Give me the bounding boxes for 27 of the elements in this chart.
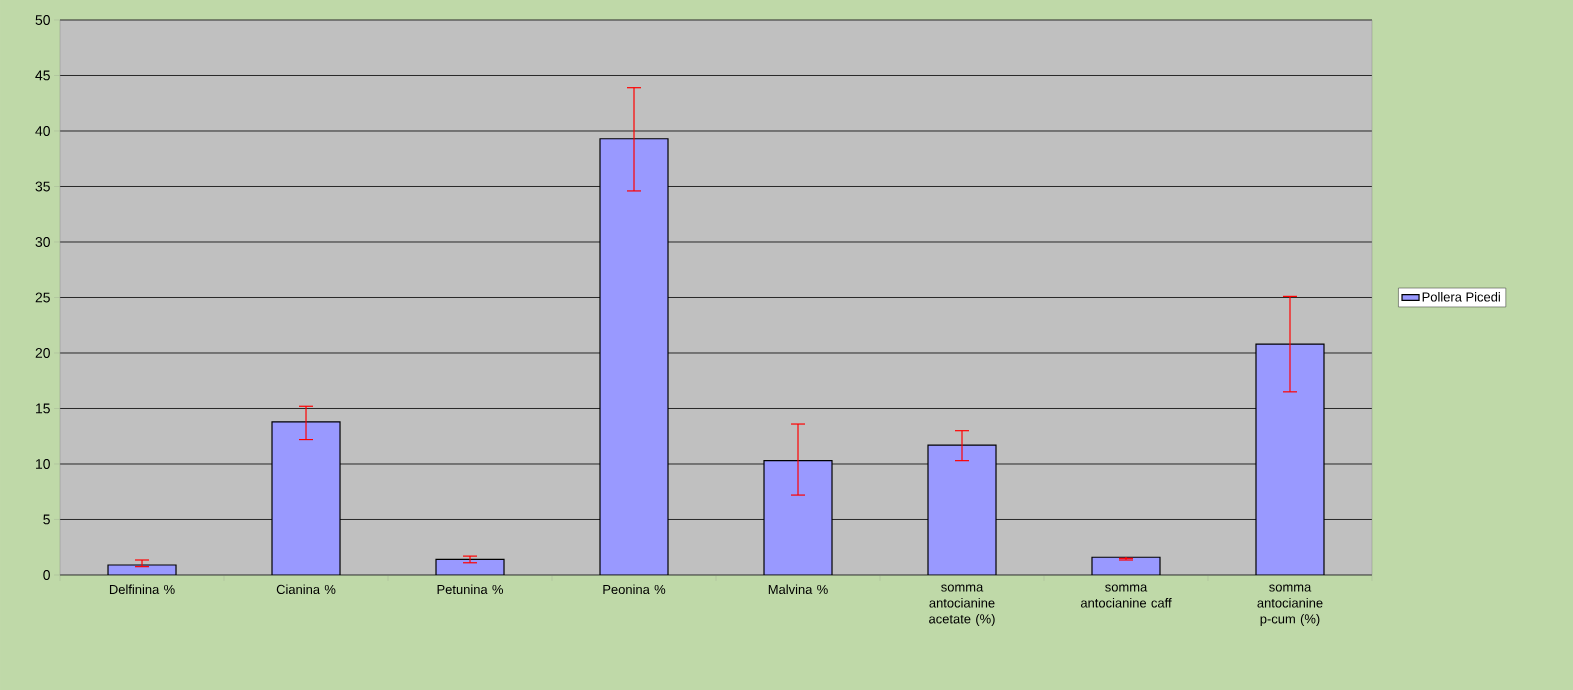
y-tick-label: 0 [43, 570, 50, 580]
x-tick-label: somma antocianine acetate (%) [929, 584, 995, 627]
bar [763, 460, 833, 575]
y-tick-label: 30 [35, 237, 50, 247]
x-tick-label: Delfinina % [109, 584, 175, 595]
x-tick-label: Peonina % [603, 584, 666, 595]
x-tick-label: Cianina % [276, 584, 336, 595]
bar [599, 138, 669, 575]
y-tick-label: 5 [43, 514, 50, 525]
x-tick-label: somma antocianine caff [1080, 584, 1172, 608]
y-tick-label: 25 [35, 292, 50, 303]
y-tick-label: 15 [36, 403, 50, 414]
y-tick-label: 40 [35, 126, 50, 136]
y-tick-label: 35 [35, 181, 50, 192]
x-tick-label: somma antocianine p-cum (%) [1257, 584, 1323, 627]
bar [271, 421, 341, 575]
y-tick-label: 20 [35, 348, 50, 358]
legend-label: Pollera Picedi [1422, 292, 1500, 302]
bar [435, 558, 505, 575]
x-tick-label: Petunina % [437, 584, 504, 595]
bar [927, 444, 997, 575]
x-tick-label: Malvina % [768, 584, 828, 595]
y-tick-label: 50 [35, 15, 50, 25]
bar [1091, 556, 1161, 575]
y-tick-label: 10 [36, 459, 50, 469]
bar [1255, 343, 1325, 575]
y-tick-label: 45 [35, 70, 50, 81]
